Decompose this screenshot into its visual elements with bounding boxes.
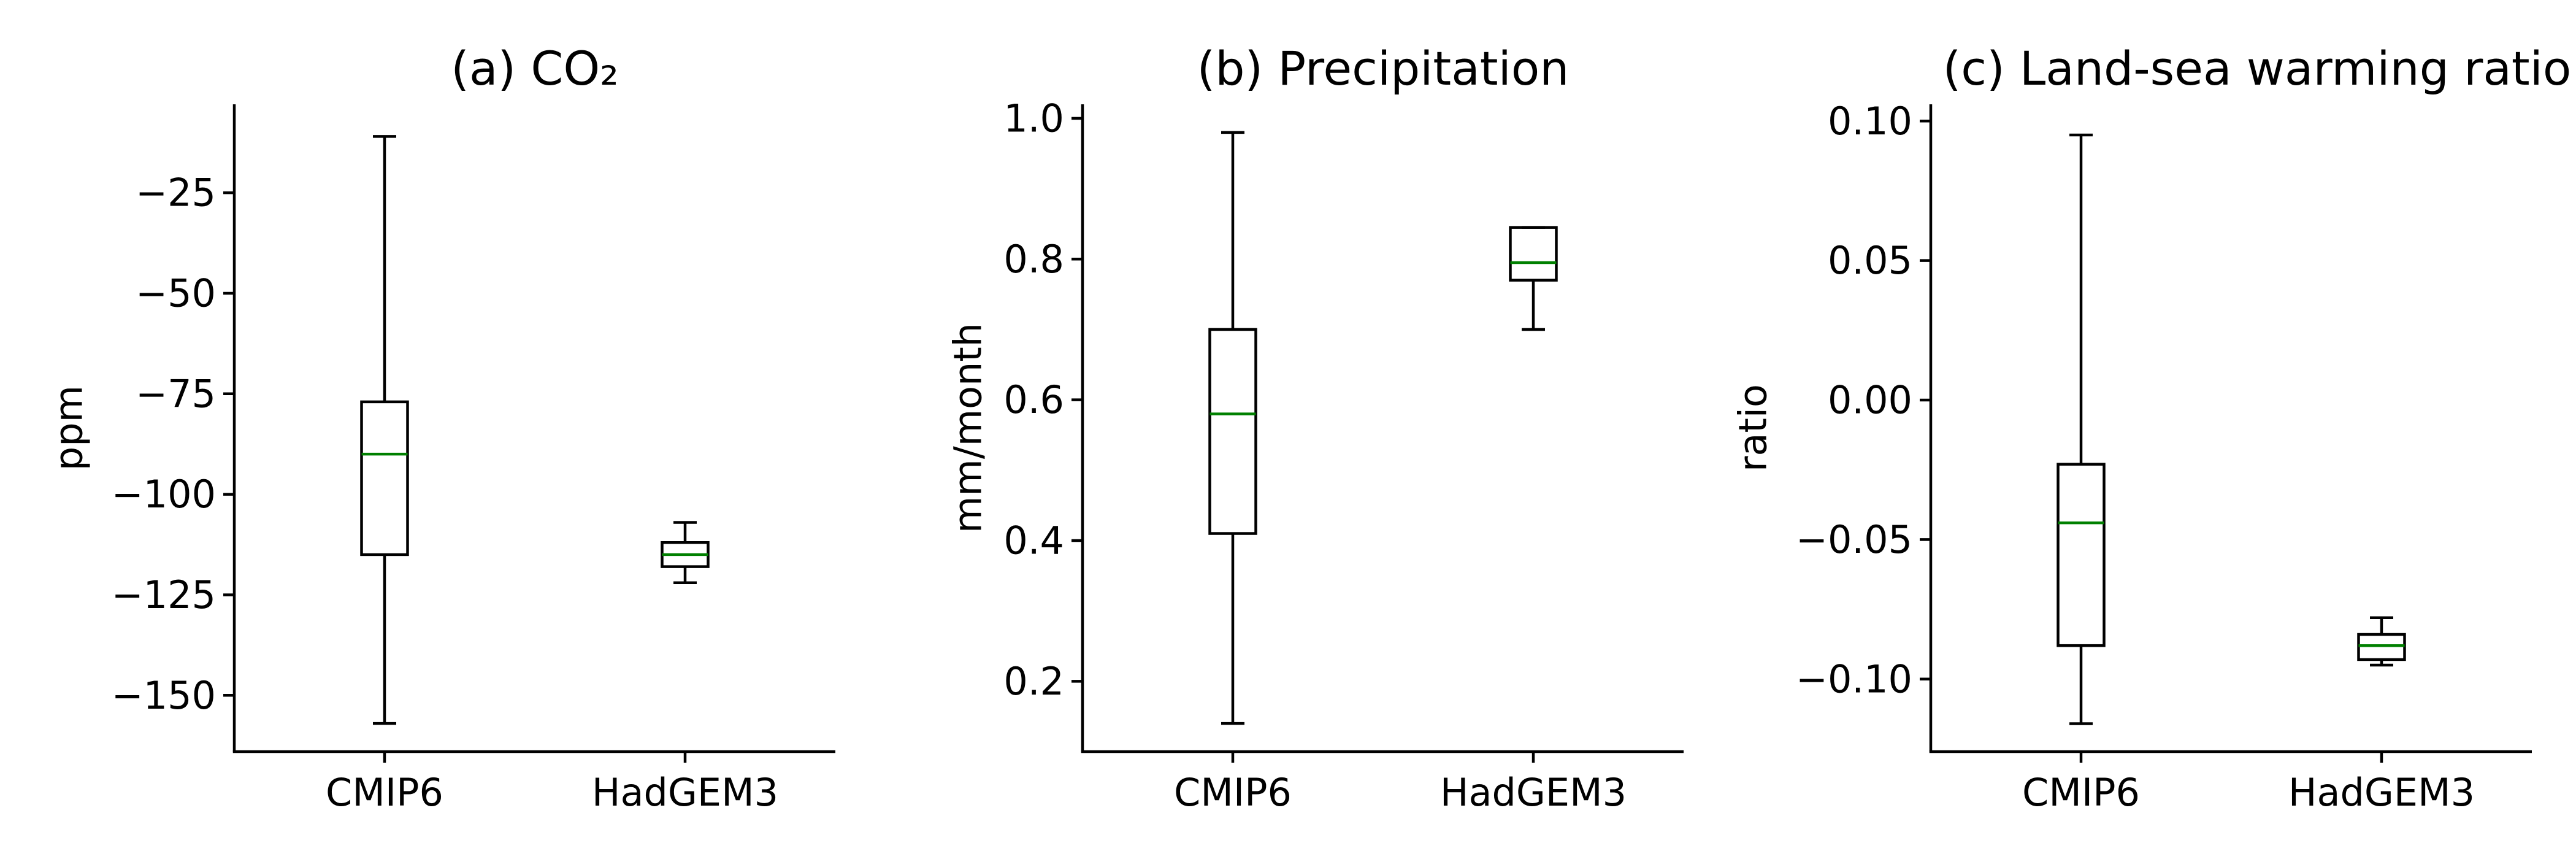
y-tick-label: 0.05 (1828, 238, 1912, 283)
box-body (1509, 226, 1558, 282)
box-hadgem3 (2357, 616, 2406, 667)
y-tick-label: 0.10 (1828, 99, 1912, 144)
y-tick-label: −0.05 (1796, 517, 1912, 562)
chart-title: (b) Precipitation (1197, 41, 1570, 96)
panel-land-sea-warming-ratio: (c) Land-sea warming ratio ratio −0.10 −0.0… (1731, 41, 2572, 815)
box-body (2057, 463, 2106, 647)
y-tick-label: 0.6 (1003, 377, 1064, 422)
chart-title: (c) Land-sea warming ratio (1943, 41, 2572, 96)
panel-co2: (a) CO₂ ppm −150 −125 −100 −75 −50 −25 CMIP6 HadG… (47, 41, 835, 815)
y-tick-label: −150 (112, 673, 216, 718)
box-cmip6 (2057, 133, 2106, 725)
y-axis-label: ratio (1731, 384, 1776, 472)
chart-title: (a) CO₂ (451, 41, 618, 96)
x-tick-label: CMIP6 (2022, 770, 2140, 815)
y-tick-label: −100 (112, 472, 216, 517)
panel-precipitation: (b) Precipitation mm/month 0.2 0.4 0.6 0.8 1.0… (946, 41, 1684, 815)
y-tick-label: 0.8 (1003, 237, 1064, 282)
y-tick-label: 0.00 (1828, 378, 1912, 423)
y-tick-label: −50 (136, 271, 216, 315)
x-tick-label: HadGEM3 (1440, 770, 1627, 815)
y-tick-label: 0.4 (1003, 518, 1064, 563)
y-tick-label: −75 (136, 371, 216, 416)
box-body (1208, 328, 1257, 535)
box-hadgem3 (1509, 226, 1558, 331)
box-cmip6 (1208, 131, 1257, 725)
y-axis-label: mm/month (946, 323, 991, 533)
box-hadgem3 (661, 521, 710, 585)
x-tick-label: HadGEM3 (592, 770, 778, 815)
x-tick-label: CMIP6 (1174, 770, 1292, 815)
x-tick-label: CMIP6 (326, 770, 443, 815)
box-body (360, 400, 409, 557)
x-tick-label: HadGEM3 (2288, 770, 2475, 815)
y-axis-label: ppm (47, 385, 91, 471)
box-cmip6 (360, 135, 409, 725)
y-tick-label: −0.10 (1796, 657, 1912, 701)
y-tick-label: −25 (136, 171, 216, 215)
y-tick-label: −125 (112, 572, 216, 617)
box-body (2357, 633, 2406, 661)
y-tick-label: 1.0 (1003, 96, 1064, 141)
y-tick-label: 0.2 (1003, 659, 1064, 704)
